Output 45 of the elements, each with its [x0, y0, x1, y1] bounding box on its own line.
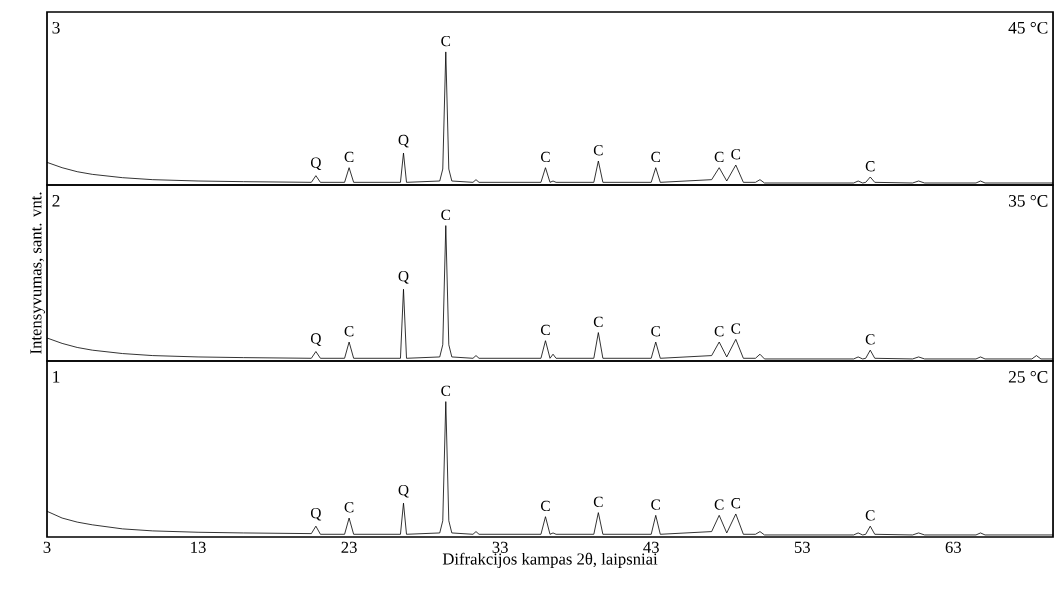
annotation: C	[714, 151, 724, 163]
annotation: C	[865, 161, 875, 172]
annotation: C	[441, 36, 451, 47]
x-tick-label: 3	[43, 541, 51, 553]
x-axis-title: Difrakcijos kampas 2θ, laipsniai	[442, 552, 658, 569]
x-tick-label: 33	[492, 541, 508, 553]
annotation: C	[593, 316, 603, 327]
x-tick-label: 63	[945, 541, 961, 553]
annotation: C	[441, 385, 451, 397]
annotation: C	[714, 499, 724, 510]
text: 3	[52, 21, 60, 34]
annotation: C	[441, 209, 451, 221]
annotation: C	[714, 326, 724, 337]
annotation: Q	[310, 157, 322, 171]
annotation: C	[865, 334, 875, 345]
text: 1	[53, 370, 60, 383]
annotation: C	[651, 326, 660, 337]
annotation: Q	[398, 484, 409, 498]
annotation: C	[651, 499, 660, 510]
text: 35 °C	[1008, 194, 1048, 207]
annotation: Q	[398, 271, 409, 284]
annotation: C	[344, 502, 354, 513]
annotation: C	[540, 324, 550, 336]
text: 2	[52, 194, 60, 207]
annotation: Q	[310, 507, 322, 521]
x-tick-label: 43	[643, 541, 659, 553]
annotation: C	[731, 498, 741, 509]
annotation: Q	[398, 134, 409, 148]
y-axis-title: Intensyvumas, sant. vnt.	[30, 192, 45, 354]
annotation: C	[731, 149, 741, 160]
x-tick-label: 23	[341, 541, 357, 553]
annotation: C	[344, 326, 354, 337]
annotation: C	[540, 151, 550, 163]
annotation: C	[540, 500, 550, 512]
annotation: Q	[310, 333, 322, 346]
text: 25 °C	[1008, 370, 1048, 383]
x-tick-label: 13	[191, 541, 206, 553]
annotation: C	[865, 510, 875, 521]
annotation: C	[344, 151, 354, 163]
annotation: C	[593, 496, 603, 508]
annotation: C	[651, 151, 660, 163]
x-tick-label: 53	[794, 541, 810, 553]
annotation: C	[731, 323, 741, 334]
text: 45 °C	[1008, 21, 1048, 34]
annotation: C	[593, 145, 603, 156]
